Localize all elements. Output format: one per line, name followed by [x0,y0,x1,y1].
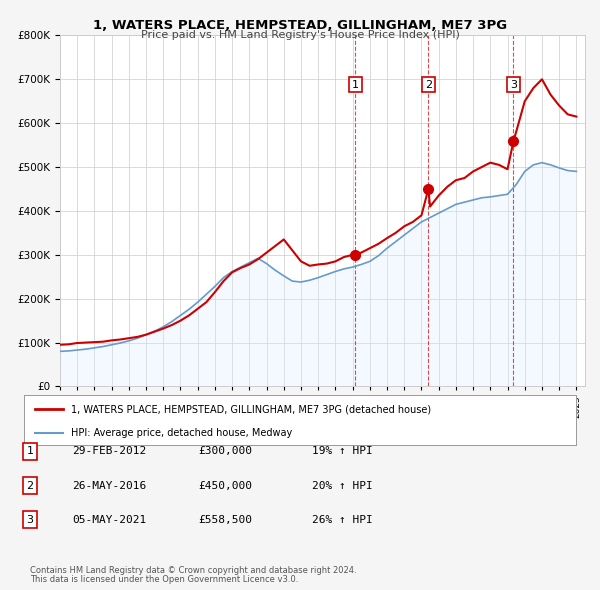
Text: Price paid vs. HM Land Registry's House Price Index (HPI): Price paid vs. HM Land Registry's House … [140,30,460,40]
Text: 26-MAY-2016: 26-MAY-2016 [72,481,146,490]
Text: Contains HM Land Registry data © Crown copyright and database right 2024.: Contains HM Land Registry data © Crown c… [30,566,356,575]
Text: £300,000: £300,000 [198,447,252,456]
Text: 1, WATERS PLACE, HEMPSTEAD, GILLINGHAM, ME7 3PG (detached house): 1, WATERS PLACE, HEMPSTEAD, GILLINGHAM, … [71,404,431,414]
Text: 26% ↑ HPI: 26% ↑ HPI [312,515,373,525]
Text: £558,500: £558,500 [198,515,252,525]
Text: 19% ↑ HPI: 19% ↑ HPI [312,447,373,456]
Text: HPI: Average price, detached house, Medway: HPI: Average price, detached house, Medw… [71,428,292,438]
Text: 3: 3 [510,80,517,90]
Text: This data is licensed under the Open Government Licence v3.0.: This data is licensed under the Open Gov… [30,575,298,584]
Text: 2: 2 [26,481,34,490]
Text: 05-MAY-2021: 05-MAY-2021 [72,515,146,525]
Text: 1, WATERS PLACE, HEMPSTEAD, GILLINGHAM, ME7 3PG: 1, WATERS PLACE, HEMPSTEAD, GILLINGHAM, … [93,19,507,32]
Text: 3: 3 [26,515,34,525]
Text: 20% ↑ HPI: 20% ↑ HPI [312,481,373,490]
Text: 29-FEB-2012: 29-FEB-2012 [72,447,146,456]
Text: 1: 1 [352,80,359,90]
Text: £450,000: £450,000 [198,481,252,490]
Text: 2: 2 [425,80,432,90]
Text: 1: 1 [26,447,34,456]
